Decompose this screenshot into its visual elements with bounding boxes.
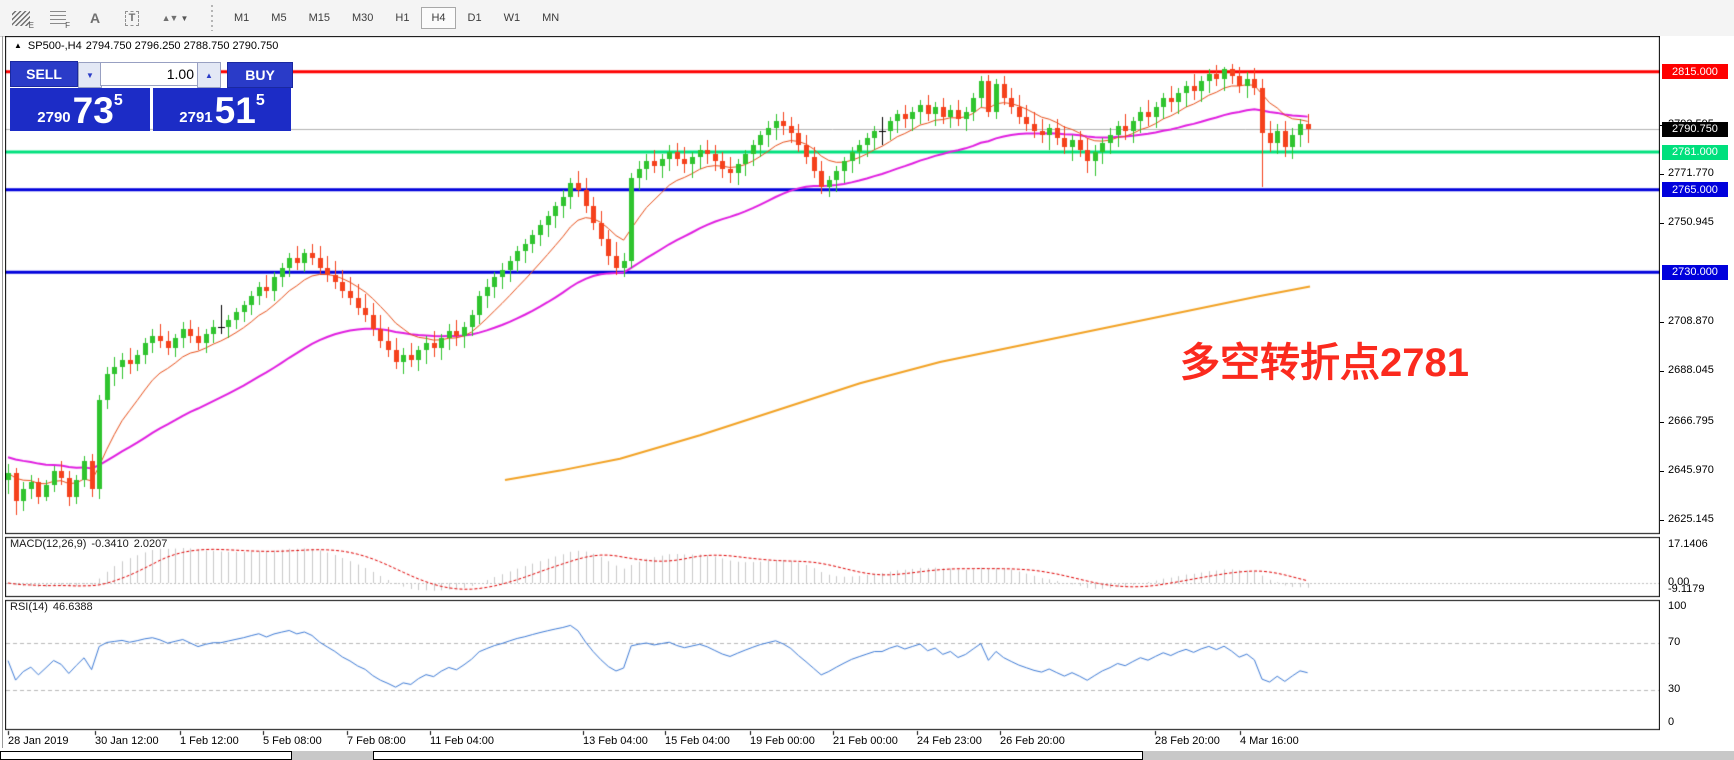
timeframe-button-M30[interactable]: M30 xyxy=(351,12,374,24)
background-window-edge xyxy=(373,751,1143,760)
bid-price-sup: 5 xyxy=(113,92,123,109)
bid-price-prefix: 2790 xyxy=(37,109,71,126)
price-tick-label: 2771.770 xyxy=(1668,166,1714,179)
price-tick-label: 2645.970 xyxy=(1668,463,1714,476)
toolbar: E F A T ▲▼ ▼ M1 M5 M15 M30 H1 H4 D1 W1 MN xyxy=(0,0,1734,37)
time-axis-label: 21 Feb 00:00 xyxy=(833,735,898,747)
axis-tick-mark xyxy=(1660,322,1664,324)
background-window-edge xyxy=(0,751,292,760)
price-level-badge: 2815.000 xyxy=(1662,64,1728,80)
text-tool-button[interactable]: A xyxy=(79,5,111,31)
timeframe-button-M15[interactable]: M15 xyxy=(308,12,330,24)
collapse-icon[interactable]: ▲ xyxy=(14,41,22,50)
time-axis-label: 15 Feb 04:00 xyxy=(665,735,730,747)
text-label-tool-button[interactable]: T xyxy=(116,5,148,31)
time-axis-label: 28 Feb 20:00 xyxy=(1155,735,1220,747)
text-label-icon: T xyxy=(124,10,140,26)
fibonacci-icon: F xyxy=(50,10,70,30)
text-icon: A xyxy=(89,10,101,26)
indicator-axis-label: 0 xyxy=(1668,716,1675,728)
sell-button[interactable]: SELL xyxy=(10,61,78,87)
bid-price-display[interactable]: 2790 73 5 xyxy=(10,88,150,131)
timeframe-button-M5[interactable]: M5 xyxy=(271,12,287,24)
axis-tick-mark xyxy=(1660,222,1664,224)
timeframe-button-D1[interactable]: D1 xyxy=(467,12,482,24)
axis-tick-mark xyxy=(1660,470,1664,472)
price-tick-label: 2688.045 xyxy=(1668,364,1714,377)
volume-input[interactable] xyxy=(100,62,201,86)
chart-title: ▲ SP500-,H4 2794.750 2796.250 2788.750 279… xyxy=(14,40,282,52)
ohlc-values: 2794.750 2796.250 2788.750 2790.750 xyxy=(85,40,279,52)
time-axis-label: 11 Feb 04:00 xyxy=(430,735,495,747)
time-axis-label: 1 Feb 12:00 xyxy=(180,735,239,747)
axis-tick-mark xyxy=(1660,371,1664,373)
timeframe-button-MN[interactable]: MN xyxy=(542,12,560,24)
timeframe-button-H1[interactable]: H1 xyxy=(395,12,410,24)
indicator-axis-label: 17.1406 xyxy=(1668,538,1708,550)
time-axis-label: 28 Jan 2019 xyxy=(8,735,69,747)
axis-tick-mark xyxy=(1660,519,1664,521)
equidistant-channel-icon: E xyxy=(12,10,34,30)
time-axis-label: 19 Feb 00:00 xyxy=(750,735,815,747)
arrows-tool-button[interactable]: ▲▼ ▼ xyxy=(153,5,197,31)
price-tick-label: 2625.145 xyxy=(1668,512,1714,525)
indicator-axis-label: -9.1179 xyxy=(1668,583,1705,595)
arrows-icon: ▲▼ xyxy=(161,13,179,23)
axis-tick-mark xyxy=(1660,173,1664,175)
chart-annotation: 多空转折点2781 xyxy=(1180,341,1469,385)
rsi-label: RSI(14) 46.6388 xyxy=(10,601,93,613)
time-axis-label: 4 Mar 16:00 xyxy=(1240,735,1299,747)
time-axis-label: 5 Feb 08:00 xyxy=(263,735,322,747)
axis-tick-mark xyxy=(1660,421,1664,423)
volume-decrease-button[interactable]: ▼ xyxy=(78,62,102,88)
time-axis-label: 30 Jan 12:00 xyxy=(95,735,159,747)
chevron-down-icon: ▼ xyxy=(180,13,189,23)
indicator-axis-label: 0.00 xyxy=(1668,576,1690,588)
time-axis-label: 26 Feb 20:00 xyxy=(1000,735,1065,747)
volume-increase-button[interactable]: ▲ xyxy=(197,62,221,88)
ask-price-sup: 5 xyxy=(255,92,265,109)
indicator-axis-label: 30 xyxy=(1668,683,1681,695)
price-level-badge: 2790.750 xyxy=(1662,121,1728,137)
symbol-label: SP500-,H4 xyxy=(27,40,82,52)
price-tick-label: 2750.945 xyxy=(1668,215,1714,228)
price-tick-label: 2666.795 xyxy=(1668,414,1714,427)
buy-button[interactable]: BUY xyxy=(227,62,293,88)
bottom-window-edge xyxy=(0,751,1734,760)
price-tick-label: 2708.870 xyxy=(1668,315,1714,328)
timeframe-buttons: M1 M5 M15 M30 H1 H4 D1 W1 MN xyxy=(223,7,570,29)
price-level-badge: 2730.000 xyxy=(1662,264,1728,280)
bid-price-big: 73 xyxy=(72,90,114,131)
time-axis-label: 7 Feb 08:00 xyxy=(347,735,406,747)
time-axis-label: 24 Feb 23:00 xyxy=(917,735,982,747)
price-axis[interactable]: 2792.5952771.7702750.9452708.8702688.045… xyxy=(1660,36,1734,748)
price-level-badge: 2765.000 xyxy=(1662,182,1728,198)
timeframe-button-W1[interactable]: W1 xyxy=(503,12,521,24)
time-axis-label: 13 Feb 04:00 xyxy=(583,735,648,747)
window-frame-line xyxy=(2,36,3,748)
timeframe-button-H4[interactable]: H4 xyxy=(421,7,456,29)
price-level-badge: 2781.000 xyxy=(1662,144,1728,160)
toolbar-separator xyxy=(209,5,215,31)
indicator-axis-label: 70 xyxy=(1668,636,1681,648)
indicator-axis-label: 100 xyxy=(1668,600,1687,612)
ask-price-big: 51 xyxy=(214,90,256,131)
price-chart[interactable] xyxy=(5,36,1662,748)
fibonacci-tool-button[interactable]: F xyxy=(42,5,74,31)
macd-label: MACD(12,26,9) -0.3410 2.0207 xyxy=(10,538,168,550)
ask-price-prefix: 2791 xyxy=(179,109,213,126)
equidistant-channel-tool-button[interactable]: E xyxy=(5,5,37,31)
ask-price-display[interactable]: 2791 51 5 xyxy=(153,88,291,131)
timeframe-button-M1[interactable]: M1 xyxy=(234,12,250,24)
